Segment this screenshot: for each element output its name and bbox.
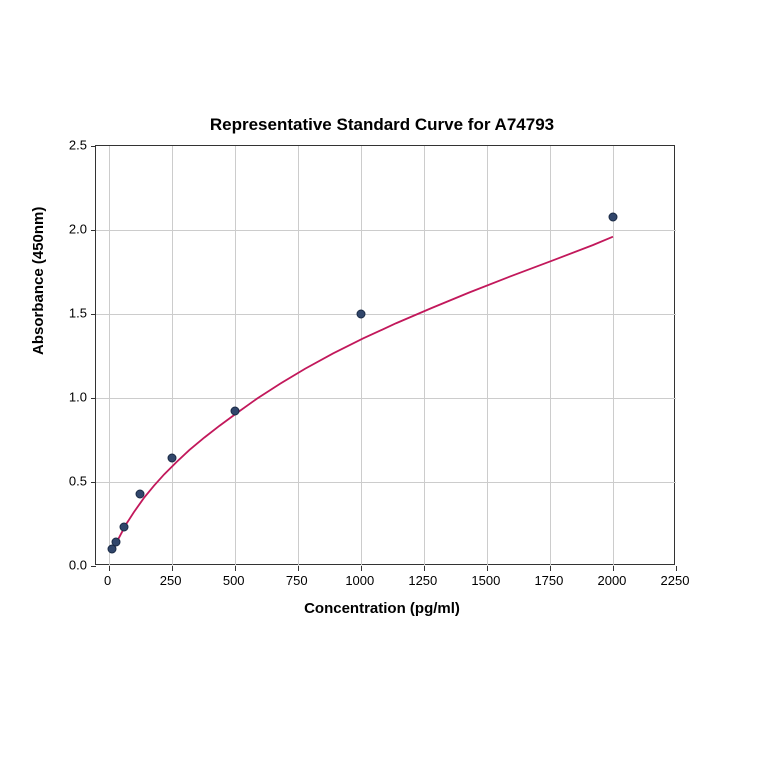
- chart-container: 0250500750100012501500175020002250 0.00.…: [95, 145, 675, 565]
- x-tick-label: 750: [286, 573, 308, 588]
- curve-svg: [96, 146, 676, 566]
- x-tick-label: 1000: [345, 573, 374, 588]
- x-tick-label: 2000: [597, 573, 626, 588]
- data-point: [120, 523, 129, 532]
- data-point: [608, 212, 617, 221]
- x-tick-label: 1500: [471, 573, 500, 588]
- y-tick-label: 0.5: [69, 474, 87, 489]
- data-point: [112, 538, 121, 547]
- y-tick-label: 1.5: [69, 306, 87, 321]
- x-tick-label: 500: [223, 573, 245, 588]
- x-axis-label: Concentration (pg/ml): [0, 600, 764, 617]
- plot-area: [95, 145, 675, 565]
- x-tick-label: 2250: [661, 573, 690, 588]
- fitted-curve: [112, 237, 613, 552]
- data-point: [136, 489, 145, 498]
- data-point: [167, 454, 176, 463]
- x-tick-label: 0: [104, 573, 111, 588]
- x-tick-label: 250: [160, 573, 182, 588]
- y-tick-label: 2.5: [69, 138, 87, 153]
- y-axis-label: Absorbance (450nm): [30, 207, 47, 355]
- y-tick-label: 0.0: [69, 558, 87, 573]
- chart-title: Representative Standard Curve for A74793: [0, 115, 764, 135]
- y-tick-label: 1.0: [69, 390, 87, 405]
- data-point: [230, 407, 239, 416]
- data-point: [356, 310, 365, 319]
- x-tick-label: 1250: [408, 573, 437, 588]
- y-tick-label: 2.0: [69, 222, 87, 237]
- x-tick-label: 1750: [534, 573, 563, 588]
